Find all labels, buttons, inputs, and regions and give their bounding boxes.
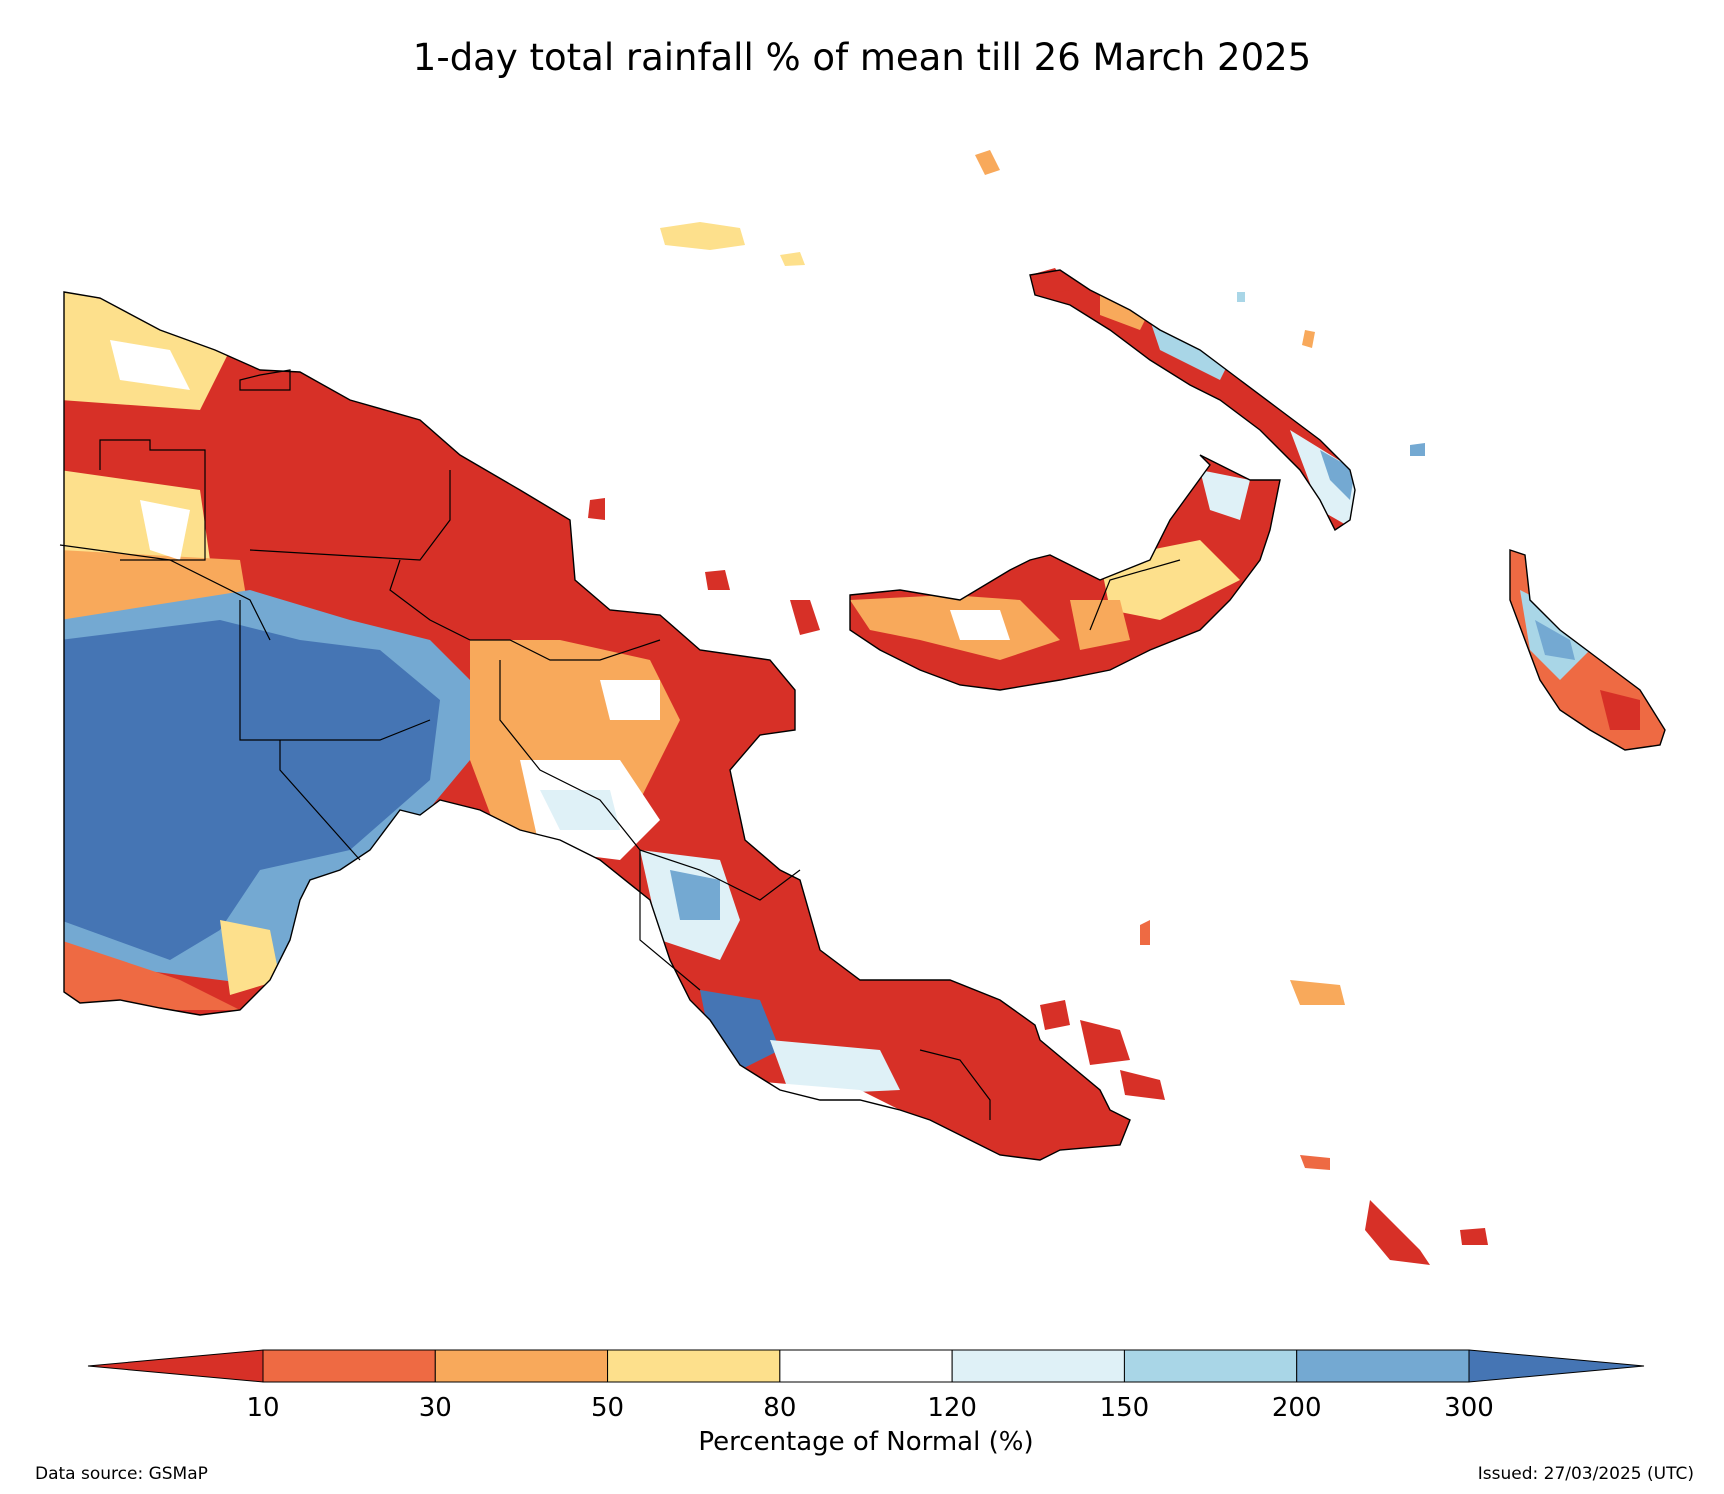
colorbar-bin bbox=[262, 1349, 436, 1383]
colorbar-tick-label: 200 bbox=[1272, 1393, 1322, 1423]
colorbar-extension-low bbox=[87, 1349, 264, 1383]
colorbar-bin bbox=[951, 1349, 1125, 1383]
colorbar-tick-label: 120 bbox=[927, 1393, 977, 1423]
colorbar-bin bbox=[434, 1349, 609, 1383]
colorbar-tick-label: 300 bbox=[1444, 1393, 1494, 1423]
data-source: Data source: GSMaP bbox=[35, 1464, 208, 1484]
colorbar-tick-label: 80 bbox=[763, 1393, 796, 1423]
colorbar-tick-label: 50 bbox=[591, 1393, 624, 1423]
rainfall-map bbox=[59, 150, 1666, 1265]
colorbar-tick-label: 30 bbox=[419, 1393, 452, 1423]
colorbar-tick-label: 10 bbox=[246, 1393, 279, 1423]
colorbar-label: Percentage of Normal (%) bbox=[698, 1427, 1033, 1457]
colorbar: 10 30 50 80 120 150 200 300 Percentage of Normal… bbox=[87, 1349, 1645, 1457]
issued-date: Issued: 27/03/2025 (UTC) bbox=[1477, 1464, 1694, 1484]
colorbar-bin bbox=[779, 1349, 953, 1383]
coastlines bbox=[63, 269, 1666, 1161]
colorbar-tick-label: 150 bbox=[1100, 1393, 1150, 1423]
colorbar-bin bbox=[1296, 1349, 1470, 1383]
colorbar-extension-high bbox=[1468, 1349, 1645, 1383]
colorbar-bin bbox=[607, 1349, 781, 1383]
map-title: 1-day total rainfall % of mean till 26 M… bbox=[412, 36, 1312, 79]
colorbar-bin bbox=[1123, 1349, 1298, 1383]
island-group bbox=[588, 150, 1488, 1265]
province-borders bbox=[59, 369, 1181, 1120]
